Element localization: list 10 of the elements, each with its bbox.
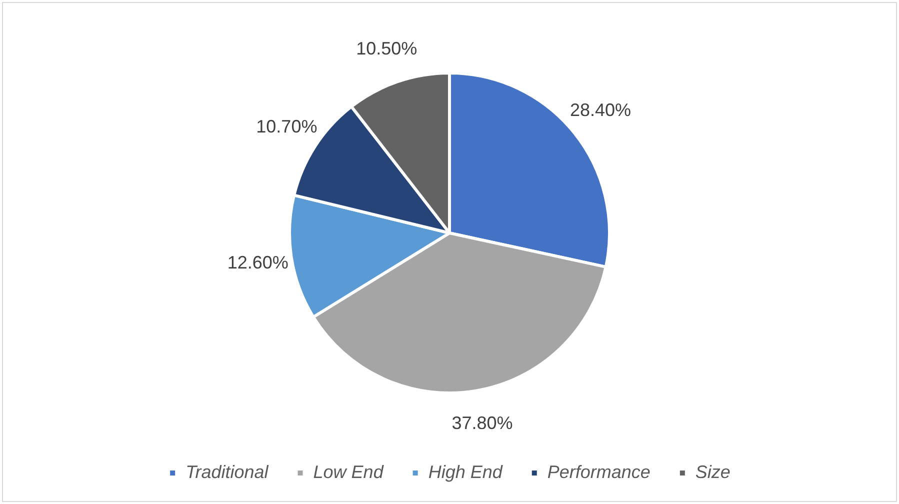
data-label: 12.60% <box>227 252 288 272</box>
legend-label: Traditional <box>186 462 270 482</box>
legend-label: Low End <box>313 462 384 482</box>
legend-label: Performance <box>547 462 650 482</box>
data-label: 10.70% <box>256 116 318 136</box>
legend-label: High End <box>428 462 504 482</box>
legend-label: Size <box>695 462 730 482</box>
data-label: 28.40% <box>570 100 632 120</box>
data-label: 37.80% <box>452 413 513 434</box>
data-label: 10.50% <box>356 38 418 58</box>
